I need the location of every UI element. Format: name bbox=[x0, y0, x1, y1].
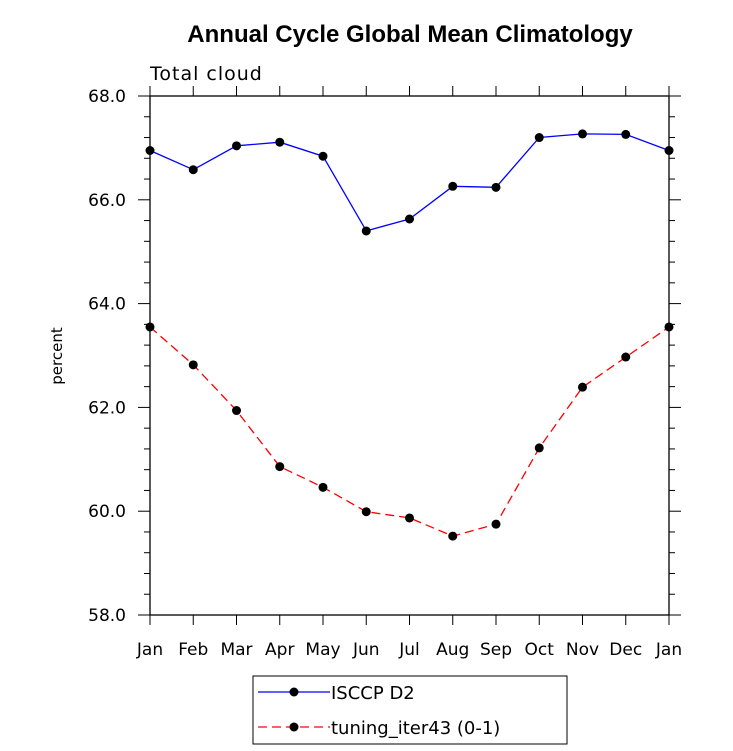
x-tick-labels: Jan Feb Mar Apr May Jun Jul Aug Sep Oct Nov Dec Jan bbox=[136, 640, 682, 660]
data-point bbox=[664, 322, 674, 332]
data-point bbox=[534, 133, 544, 143]
data-point bbox=[621, 129, 631, 139]
legend: ISCCP D2 tuning_iter43 (0-1) bbox=[252, 675, 568, 745]
data-point bbox=[491, 519, 501, 529]
y-tick-labels: 58.0 60.0 62.0 64.0 66.0 68.0 bbox=[88, 87, 126, 626]
data-point bbox=[232, 141, 241, 151]
data-point bbox=[534, 443, 544, 453]
x-tick-label: Oct bbox=[525, 640, 555, 660]
legend-marker-tuning bbox=[289, 722, 299, 732]
data-point bbox=[275, 137, 285, 147]
axis-ticks bbox=[138, 86, 681, 625]
y-tick-label: 64.0 bbox=[88, 295, 126, 315]
x-tick-label: Jul bbox=[398, 640, 420, 660]
y-tick-label: 58.0 bbox=[88, 606, 126, 626]
x-tick-label: Apr bbox=[265, 640, 294, 660]
y-tick-label: 68.0 bbox=[88, 87, 126, 107]
y-tick-label: 66.0 bbox=[88, 191, 126, 211]
chart-title: Annual Cycle Global Mean Climatology bbox=[187, 21, 633, 48]
x-tick-label: Jan bbox=[136, 640, 163, 660]
data-point bbox=[188, 165, 198, 175]
data-point bbox=[275, 462, 285, 472]
x-tick-label: Mar bbox=[220, 640, 252, 660]
legend-label-tuning: tuning_iter43 (0-1) bbox=[331, 718, 500, 739]
x-tick-label: Nov bbox=[566, 640, 599, 660]
x-tick-label: Jun bbox=[352, 640, 380, 660]
plot-frame bbox=[149, 95, 670, 616]
data-point bbox=[361, 226, 371, 236]
y-axis-label: percent bbox=[48, 327, 66, 385]
data-point bbox=[578, 382, 587, 392]
x-tick-label: Jan bbox=[655, 640, 682, 660]
data-point bbox=[232, 406, 241, 416]
data-point bbox=[491, 182, 501, 192]
data-point bbox=[578, 129, 587, 139]
legend-label-isccp: ISCCP D2 bbox=[331, 683, 415, 704]
series-layer bbox=[145, 129, 674, 541]
data-point bbox=[621, 352, 631, 362]
data-point bbox=[188, 360, 198, 370]
data-point bbox=[318, 151, 328, 161]
data-point bbox=[318, 482, 328, 492]
series-line-1 bbox=[149, 326, 670, 537]
x-tick-label: Sep bbox=[480, 640, 512, 660]
x-tick-label: Feb bbox=[178, 640, 208, 660]
legend-marker-isccp bbox=[289, 687, 299, 697]
x-tick-label: May bbox=[305, 640, 340, 660]
y-tick-label: 62.0 bbox=[88, 398, 126, 418]
x-tick-label: Aug bbox=[436, 640, 469, 660]
data-point bbox=[361, 507, 371, 517]
data-point bbox=[664, 145, 674, 155]
data-point bbox=[448, 531, 458, 541]
data-point bbox=[405, 513, 414, 523]
legend-box bbox=[252, 675, 568, 745]
data-point bbox=[448, 181, 458, 191]
y-tick-label: 60.0 bbox=[88, 502, 126, 522]
data-point bbox=[145, 145, 155, 155]
data-point bbox=[145, 322, 155, 332]
data-point bbox=[405, 214, 414, 224]
chart-subtitle: Total cloud bbox=[149, 63, 263, 85]
x-tick-label: Dec bbox=[609, 640, 642, 660]
